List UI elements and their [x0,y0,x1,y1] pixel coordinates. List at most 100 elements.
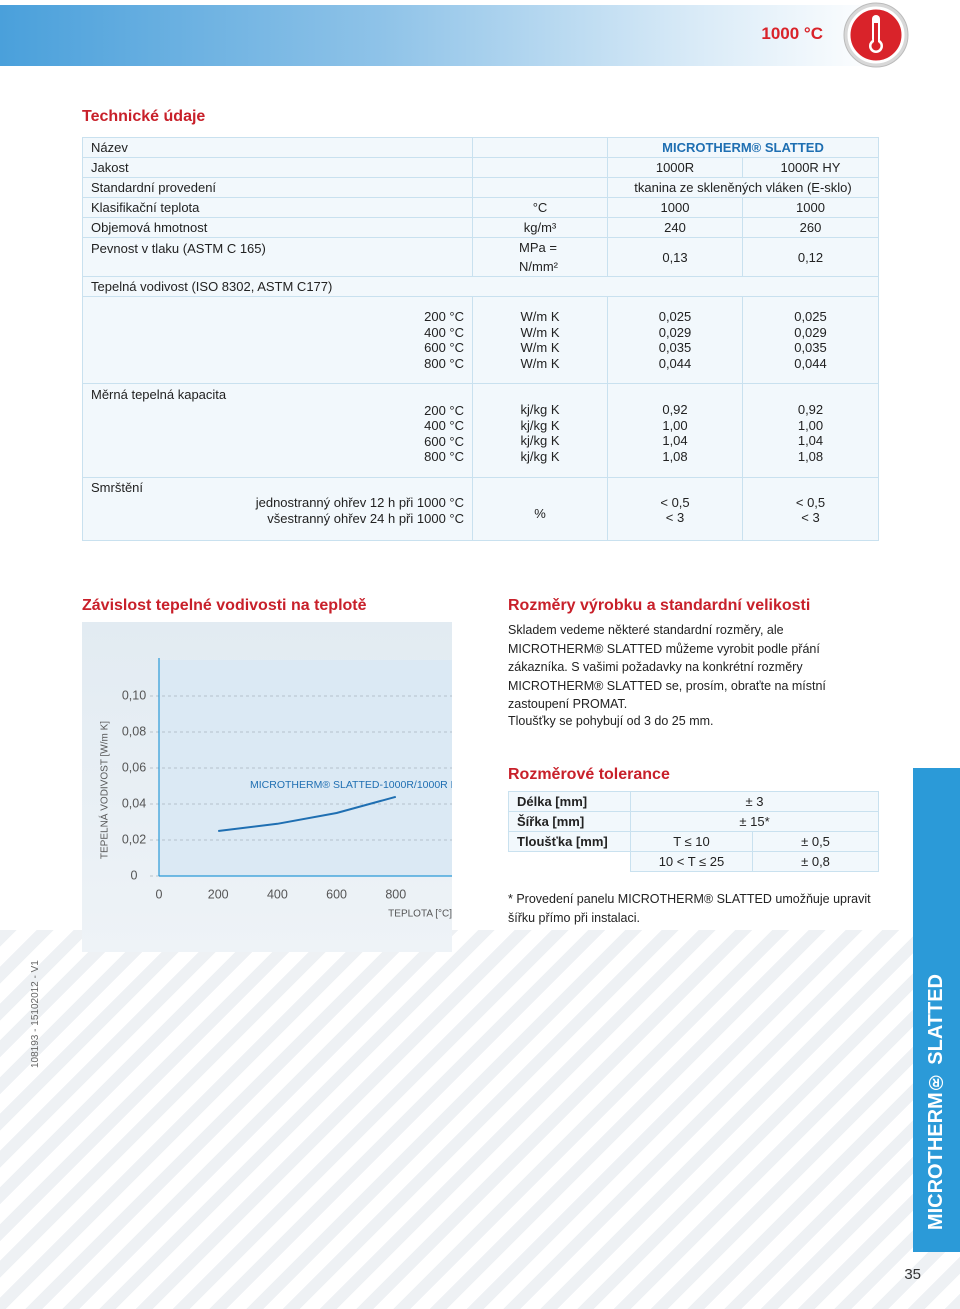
list-item: 200 °C [424,309,464,324]
x-axis-label: TEPLOTA [°C] [388,909,452,920]
cell: T ≤ 10 [630,831,753,852]
series-label: MICROTHERM® SLATTED-1000R/1000R HY [250,779,452,791]
list: 200 °C 400 °C 600 °C 800 °C [91,309,464,371]
cell [472,157,608,178]
list-item: 0,044 [658,355,692,371]
table-row: Jakost 1000R 1000R HY [82,157,879,178]
cell: Měrná tepelná kapacita 200 °C 400 °C 600 °C… [82,383,473,478]
cell: 0,025 0,029 0,035 0,044 [607,296,743,384]
cell: Pevnost v tlaku (ASTM C 165) [82,237,473,277]
list: 0,92 1,00 1,04 1,08 [616,402,734,464]
list-item: W/m K [520,355,560,371]
list-item: 0,035 [658,340,692,355]
table-row: Standardní provedení tkanina ze skleněný… [82,177,879,198]
list-item: 1,08 [797,448,824,464]
list-item: 800 °C [424,449,464,464]
y-tick-label: 0,10 [122,688,146,702]
table-row: Klasifikační teplota °C 1000 1000 [82,197,879,218]
list-item: 600 °C [424,433,464,449]
cell: Tepelná vodivost (ISO 8302, ASTM C177) [82,276,879,297]
cell: ± 0,5 [751,831,880,852]
tech-table: Název MICROTHERM® SLATTED Jakost 1000R 1… [82,137,879,541]
section-title: Technické údaje [82,108,206,125]
list-item: všestranný ohřev 24 h při 1000 °C [267,510,464,526]
x-tick-label: 0 [156,887,163,901]
side-bar: MICROTHERM® SLATTED [913,768,960,1252]
table-row: 200 °C 400 °C 600 °C 800 °C W/m K W/m K W/m K… [82,296,879,384]
list-item: 600 °C [424,340,464,355]
cell: ± 3 [629,791,880,812]
cell: MPa = N/mm² [472,237,608,277]
y-tick-label: 0,06 [122,760,146,774]
cell: 1000 [742,197,879,218]
cell: MICROTHERM® SLATTED [607,137,879,158]
thermometer-icon [843,2,909,68]
row-label: Smrštění [91,479,144,495]
table-row: Šířka [mm] ± 15* [508,811,880,832]
cell [472,177,608,198]
cell: 1000R HY [742,157,879,178]
section-title: Rozměry výrobku a standardní velikosti [508,597,811,614]
x-tick-label: 600 [326,887,347,901]
y-axis-label: TEPELNÁ VODIVOST [W/m K] [98,721,111,859]
table-row: Název MICROTHERM® SLATTED [82,137,879,158]
cell: 10 < T ≤ 25 [630,851,753,872]
y-tick-label: 0 [131,868,138,882]
list-item: 0,92 [662,402,688,417]
list: % [481,506,599,521]
list: 0,025 0,029 0,035 0,044 [616,309,734,371]
cell: 0,13 [607,237,743,277]
list-item: 0,92 [797,402,824,417]
table-row: Objemová hmotnost kg/m³ 240 260 [82,217,879,238]
unit: MPa = N/mm² [519,240,558,274]
paragraph: Skladem vedeme některé standardní rozměr… [508,623,826,711]
header-temperature: 1000 °C [761,24,823,43]
y-tick-label: 0,08 [122,724,146,738]
section-title: Rozměrové tolerance [508,766,670,783]
x-tick-label: 800 [385,887,406,901]
list-item: W/m K [520,309,560,324]
y-tick-label: 0,04 [122,796,146,810]
cell: 0,12 [742,237,879,277]
cell: Klasifikační teplota [82,197,473,218]
list-item: jednostranný ohřev 12 h při 1000 °C [255,495,464,510]
cell: Objemová hmotnost [82,217,473,238]
y-tick-label: 0,02 [122,832,146,846]
cell: Tloušťka [mm] [508,831,631,852]
list-item: < 0,5 [660,494,690,510]
list: 200 °C 400 °C 600 °C 800 °C [91,403,464,465]
data-line [218,795,397,832]
cell [509,852,631,872]
list: 0,025 0,029 0,035 0,044 [751,309,870,371]
list-item: kj/kg K [520,402,560,417]
paragraph: Tloušťky se pohybují od 3 do 25 mm. [508,714,714,728]
cell: 260 [742,217,879,238]
list-item: 1,08 [662,448,688,464]
list-item: W/m K [520,340,560,355]
table-row: Pevnost v tlaku (ASTM C 165) MPa = N/mm²… [82,237,879,277]
list-item: < 3 [665,510,685,525]
x-tick-label: 400 [267,887,288,901]
cell: Název [82,137,473,158]
table-row: Tepelná vodivost (ISO 8302, ASTM C177) [82,276,879,297]
list-item: < 3 [801,510,820,525]
list-item: < 0,5 [795,494,826,510]
table-row: Tloušťka [mm] T ≤ 10 ± 0,5 [508,831,880,852]
cell: 0,025 0,029 0,035 0,044 [742,296,879,384]
row-label: Měrná tepelná kapacita [91,387,227,402]
list-item: 1,04 [662,433,688,448]
cell: ± 0,8 [751,851,880,872]
list: < 0,5 < 3 [616,495,734,526]
table-row: Smrštění jednostranný ohřev 12 h při 1000… [82,476,879,541]
list-item: kj/kg K [520,448,560,464]
cell: 240 [607,217,743,238]
list-item: 1,00 [662,417,688,433]
list-item: 0,025 [658,309,692,324]
cell: 1000 [607,197,743,218]
cell: Šířka [mm] [508,811,631,832]
cell: W/m K W/m K W/m K W/m K [472,296,608,384]
list-item: kj/kg K [520,433,560,448]
list: jednostranný ohřev 12 h při 1000 °C všest… [91,495,464,526]
